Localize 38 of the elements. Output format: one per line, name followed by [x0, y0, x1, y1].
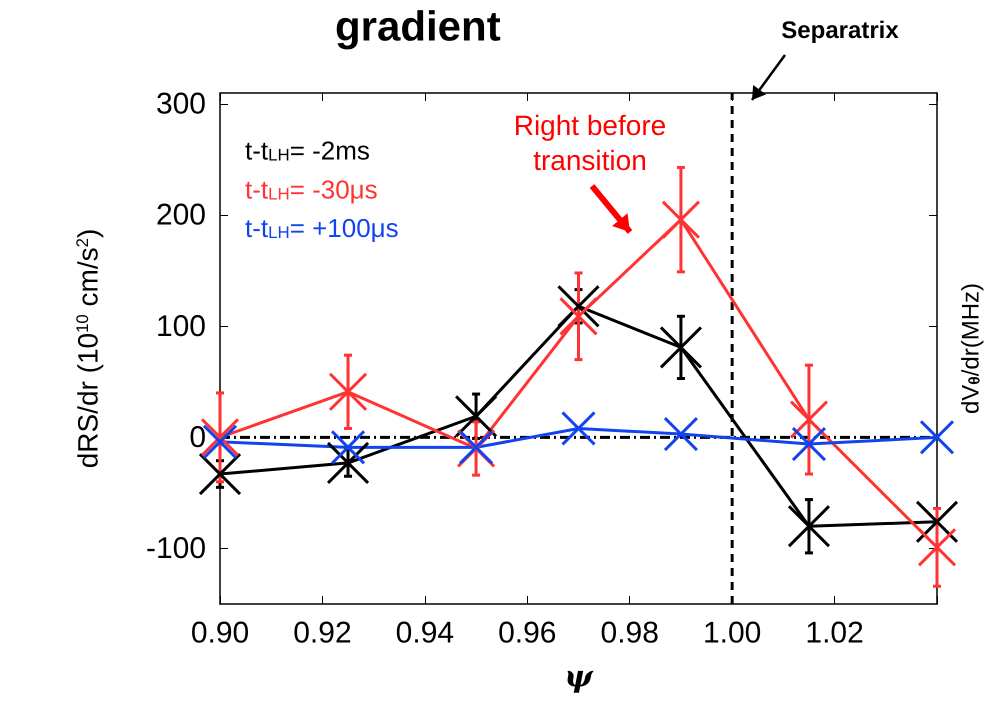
point: [920, 420, 954, 455]
point: [198, 452, 242, 496]
y-tick-label: 0: [189, 420, 206, 454]
x-tick-label: 0.94: [396, 616, 454, 650]
point: [557, 284, 600, 328]
point: [791, 426, 826, 462]
point: [659, 326, 702, 369]
x-tick-label: 1.00: [702, 616, 762, 650]
x-tick-label: 0.90: [190, 616, 250, 650]
x-tick-label: 0.98: [600, 616, 659, 650]
point: [663, 416, 698, 452]
point: [326, 441, 370, 484]
point: [561, 410, 596, 446]
x-axis-title: ψ: [564, 660, 594, 694]
y-tick-label: -100: [146, 532, 206, 565]
text: t-tLH= +100μs: [245, 213, 399, 244]
chart-title: gradient: [335, 2, 501, 50]
y2-axis-title: dVθ/dr(MHz): [958, 282, 984, 414]
y-tick-label: 200: [156, 198, 206, 232]
point: [661, 200, 700, 240]
x-tick-label: 0.92: [293, 616, 352, 650]
x-tick-label: 0.96: [498, 616, 556, 650]
point: [787, 504, 830, 548]
point: [330, 430, 366, 465]
point: [789, 400, 828, 440]
annotation: Right before transition: [514, 110, 666, 176]
point: [559, 296, 598, 336]
point: [918, 528, 956, 567]
point: [916, 500, 958, 544]
x-tick-label: 1.02: [805, 616, 864, 650]
text: Separatrix: [781, 17, 900, 44]
y-axis-title: dRS/dr (1010 cm/s2): [72, 228, 104, 468]
text: t-tLH= -30μs: [245, 174, 378, 204]
text: t-tLH= -2ms: [245, 136, 370, 166]
y-tick-label: 300: [156, 88, 206, 121]
point: [328, 372, 368, 412]
y-tick-label: 100: [156, 310, 206, 343]
point: [454, 394, 498, 438]
